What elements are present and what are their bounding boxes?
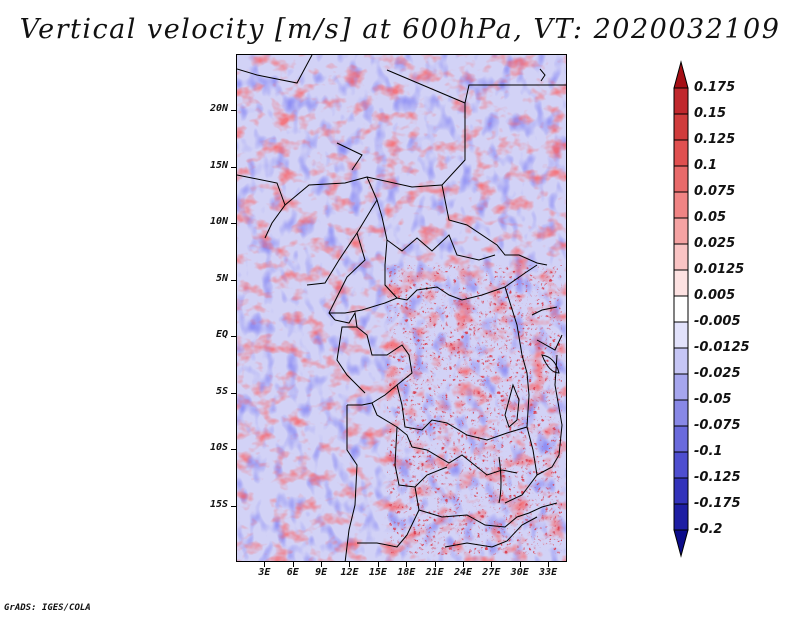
colorbar-label: 0.075 [694, 184, 736, 199]
lat-tick [231, 449, 236, 451]
map-plot-area [236, 54, 567, 562]
lon-tick [406, 562, 408, 567]
lon-label: 30E [510, 567, 529, 578]
colorbar-label: 0.1 [694, 158, 718, 173]
lat-tick [231, 166, 236, 168]
colorbar-label: -0.05 [694, 392, 732, 407]
colorbar-segment [673, 87, 689, 115]
lon-label: 3E [258, 567, 271, 578]
colorbar-label: 0.0125 [694, 262, 745, 277]
colorbar-label: 0.125 [694, 132, 736, 147]
colorbar-segment [673, 113, 689, 141]
convective-core-zone [387, 265, 562, 555]
lon-tick [434, 562, 436, 567]
lon-label: 12E [340, 567, 359, 578]
velocity-field-map [237, 55, 566, 561]
colorbar-label: 0.15 [694, 106, 727, 121]
lat-label: 15S [209, 498, 228, 510]
colorbar-label: -0.1 [694, 444, 723, 459]
lat-tick [231, 223, 236, 225]
lat-tick [231, 110, 236, 112]
lat-tick [231, 392, 236, 394]
colorbar-segment [673, 451, 689, 479]
colorbar-label: -0.0125 [694, 340, 750, 355]
lat-label: 10N [209, 216, 228, 228]
lon-label: 27E [482, 567, 501, 578]
colorbar-segment [673, 399, 689, 427]
colorbar-segment [673, 321, 689, 349]
lon-label: 24E [453, 567, 472, 578]
lat-tick [231, 279, 236, 281]
lat-label: 5N [215, 272, 228, 284]
country-borders [237, 55, 566, 561]
lon-label: 15E [368, 567, 387, 578]
lon-tick [264, 562, 266, 567]
lat-tick [231, 505, 236, 507]
colorbar-label: -0.125 [694, 470, 741, 485]
lon-tick [321, 562, 323, 567]
lon-tick [519, 562, 521, 567]
colorbar-segment [673, 165, 689, 193]
colorbar-label: 0.175 [694, 80, 736, 95]
colorbar-segment [673, 295, 689, 323]
lon-label: 33E [539, 567, 558, 578]
lat-label: 15N [209, 159, 228, 171]
colorbar-segment [673, 425, 689, 453]
lon-label: 18E [397, 567, 416, 578]
lon-tick [349, 562, 351, 567]
colorbar-label: 0.025 [694, 236, 736, 251]
colorbar-segment [673, 373, 689, 401]
colorbar-label: -0.2 [694, 522, 723, 537]
colorbar-segment [673, 347, 689, 375]
colorbar-min-triangle [673, 529, 689, 558]
lat-label: 5S [215, 385, 228, 397]
colorbar-max-triangle [673, 60, 689, 89]
lon-tick [491, 562, 493, 567]
colorbar-label: -0.005 [694, 314, 741, 329]
colorbar-segment [673, 139, 689, 167]
lon-label: 9E [315, 567, 328, 578]
colorbar-label: 0.05 [694, 210, 727, 225]
lat-tick [231, 336, 236, 338]
lat-label: 10S [209, 442, 228, 454]
colorbar-segment [673, 217, 689, 245]
lon-tick [548, 562, 550, 567]
lon-tick [292, 562, 294, 567]
lat-label: EQ [215, 329, 228, 341]
lon-tick [377, 562, 379, 567]
grads-credit: GrADS: IGES/COLA [4, 603, 91, 613]
colorbar-segment [673, 269, 689, 297]
lon-label: 6E [286, 567, 299, 578]
colorbar-segment [673, 243, 689, 271]
colorbar-segment [673, 503, 689, 531]
colorbar-label: -0.075 [694, 418, 741, 433]
colorbar-label: -0.175 [694, 496, 741, 511]
chart-title: Vertical velocity [m/s] at 600hPa, VT: 2… [19, 14, 781, 45]
colorbar-segment [673, 477, 689, 505]
colorbar-label: 0.005 [694, 288, 736, 303]
lat-label: 20N [209, 103, 228, 115]
lon-label: 21E [425, 567, 444, 578]
lon-tick [462, 562, 464, 567]
colorbar-segment [673, 191, 689, 219]
colorbar-label: -0.025 [694, 366, 741, 381]
